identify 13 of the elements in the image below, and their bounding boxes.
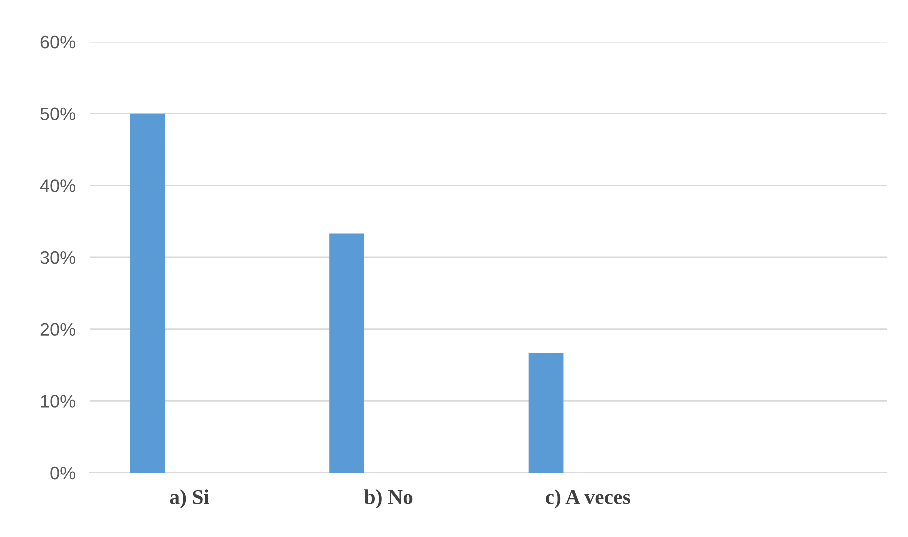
y-tick-label: 0% xyxy=(50,466,76,480)
y-tick-label: 30% xyxy=(40,251,76,264)
y-tick-label: 60% xyxy=(40,36,76,49)
y-tick-label: 10% xyxy=(41,395,76,408)
bar xyxy=(330,234,364,473)
x-tick-label: a) Si xyxy=(170,490,210,509)
bar xyxy=(528,353,564,473)
y-tick-label: 20% xyxy=(40,323,76,336)
x-tick-label: c) A veces xyxy=(546,490,630,509)
y-tick-label: 50% xyxy=(40,108,76,121)
x-tick-label: b) No xyxy=(364,490,413,509)
bar xyxy=(130,114,166,473)
y-tick-label: 40% xyxy=(40,180,76,192)
